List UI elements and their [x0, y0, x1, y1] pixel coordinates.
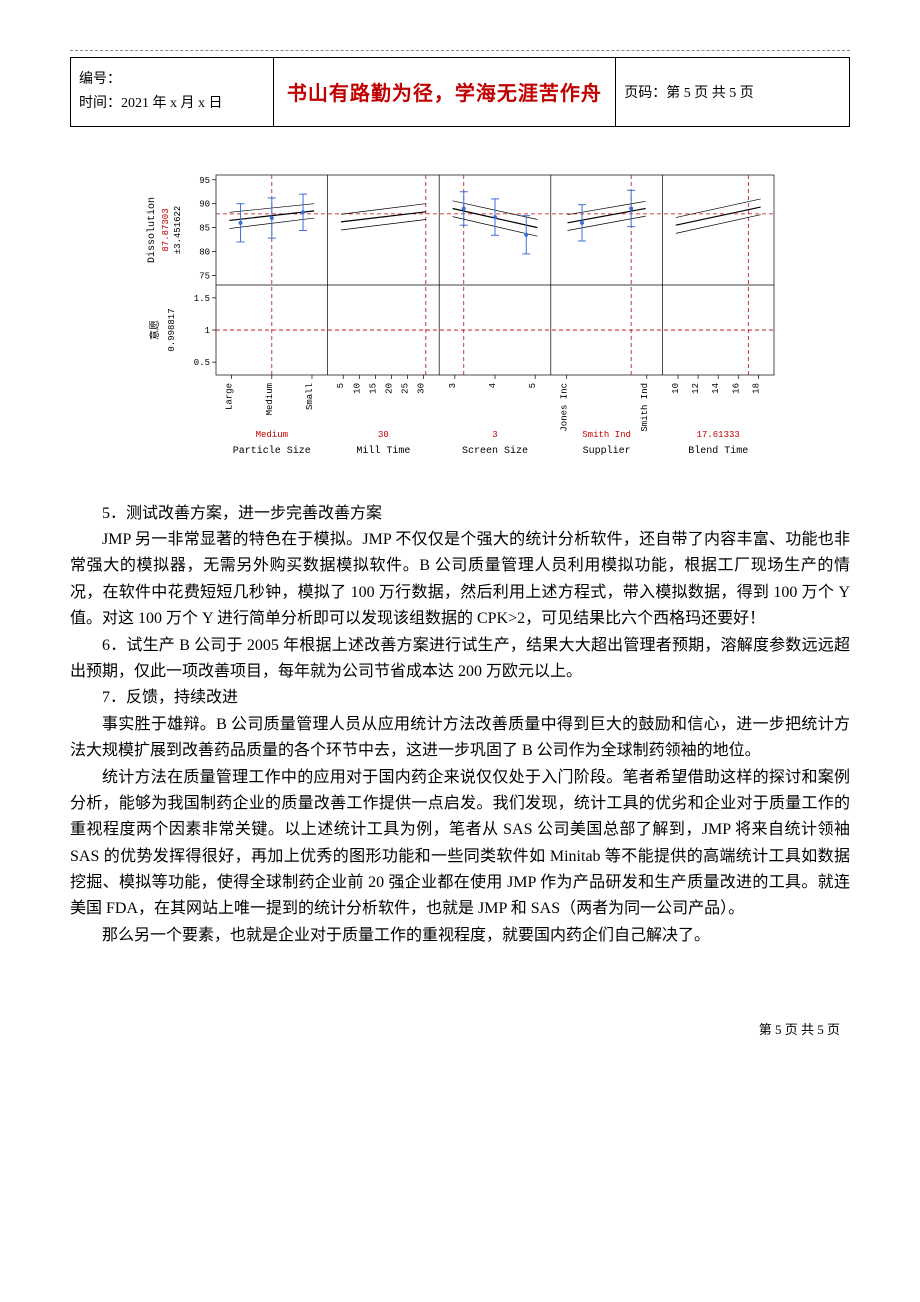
svg-text:17.61333: 17.61333	[697, 430, 740, 440]
svg-text:14: 14	[711, 383, 721, 394]
para-disc-2: 那么另一个要素，也就是企业对于质量工作的重视程度，就要国内药企们自己解决了。	[70, 923, 850, 949]
svg-text:±3.451622: ±3.451622	[173, 205, 183, 254]
svg-text:Supplier: Supplier	[583, 445, 631, 457]
svg-text:16: 16	[731, 383, 741, 394]
svg-text:30: 30	[417, 383, 427, 394]
svg-text:12: 12	[691, 383, 701, 394]
svg-text:15: 15	[368, 383, 378, 394]
para-6: 6．试生产 B 公司于 2005 年根据上述改善方案进行试生产，结果大大超出管理…	[70, 633, 850, 686]
para-7-body: 事实胜于雄辩。B 公司质量管理人员从应用统计方法改善质量中得到巨大的鼓励和信心，…	[70, 712, 850, 765]
svg-text:Smith Ind: Smith Ind	[640, 383, 650, 432]
top-dash	[70, 50, 850, 51]
doc-date-label: 时间：2021 年 x 月 x 日	[79, 92, 265, 116]
svg-text:Dissolution: Dissolution	[146, 197, 158, 263]
page-footer: 第 5 页 共 5 页	[70, 1019, 850, 1038]
svg-text:10: 10	[671, 383, 681, 394]
svg-text:25: 25	[401, 383, 411, 394]
svg-text:5: 5	[528, 383, 538, 388]
svg-text:Mill Time: Mill Time	[356, 445, 410, 457]
header-table: 编号： 时间：2021 年 x 月 x 日 书山有路勤为径，学海无涯苦作舟 页码…	[70, 57, 850, 127]
svg-text:20: 20	[384, 383, 394, 394]
para-5-body: JMP 另一非常显著的特色在于模拟。JMP 不仅仅是个强大的统计分析软件，还自带…	[70, 527, 850, 633]
svg-text:Blend Time: Blend Time	[688, 445, 748, 457]
body-text: 5．测试改善方案，进一步完善改善方案 JMP 另一非常显著的特色在于模拟。JMP…	[70, 501, 850, 950]
header-left: 编号： 时间：2021 年 x 月 x 日	[71, 58, 274, 127]
header-center: 书山有路勤为径，学海无涯苦作舟	[273, 58, 616, 127]
svg-text:10: 10	[352, 383, 362, 394]
svg-text:Jones Inc: Jones Inc	[559, 383, 569, 432]
svg-text:3: 3	[492, 430, 497, 440]
svg-text:75: 75	[199, 271, 210, 281]
svg-text:1.5: 1.5	[194, 293, 210, 303]
svg-text:Particle Size: Particle Size	[233, 445, 311, 457]
svg-text:Screen Size: Screen Size	[462, 445, 528, 457]
svg-text:3: 3	[448, 383, 458, 388]
svg-text:Medium: Medium	[256, 430, 288, 440]
para-7-title: 7．反馈，持续改进	[70, 685, 850, 711]
svg-text:Smith Ind: Smith Ind	[582, 430, 631, 440]
svg-text:4: 4	[488, 383, 498, 388]
svg-text:0.998817: 0.998817	[167, 308, 177, 351]
svg-text:意愿: 意愿	[148, 320, 162, 340]
svg-text:85: 85	[199, 223, 210, 233]
svg-text:30: 30	[378, 430, 389, 440]
svg-text:0.5: 0.5	[194, 358, 210, 368]
svg-text:95: 95	[199, 175, 210, 185]
para-5-title: 5．测试改善方案，进一步完善改善方案	[70, 501, 850, 527]
svg-text:80: 80	[199, 247, 210, 257]
para-disc-1: 统计方法在质量管理工作中的应用对于国内药企来说仅仅处于入门阶段。笔者希望借助这样…	[70, 765, 850, 923]
svg-text:Medium: Medium	[265, 383, 275, 415]
header-right: 页码：第 5 页 共 5 页	[616, 58, 850, 127]
svg-text:87.87303: 87.87303	[161, 208, 171, 251]
svg-text:18: 18	[751, 383, 761, 394]
page: 编号： 时间：2021 年 x 月 x 日 书山有路勤为径，学海无涯苦作舟 页码…	[0, 0, 920, 1078]
profile-chart: 75 80 85 90 95 0.5 1 1.5 Dissolution87.87303±3.4…	[140, 161, 850, 481]
svg-text:90: 90	[199, 199, 210, 209]
svg-text:Large: Large	[225, 383, 235, 410]
svg-text:5: 5	[336, 383, 346, 388]
svg-text:Small: Small	[305, 383, 315, 410]
doc-id-label: 编号：	[79, 68, 265, 92]
svg-text:1: 1	[205, 326, 210, 336]
